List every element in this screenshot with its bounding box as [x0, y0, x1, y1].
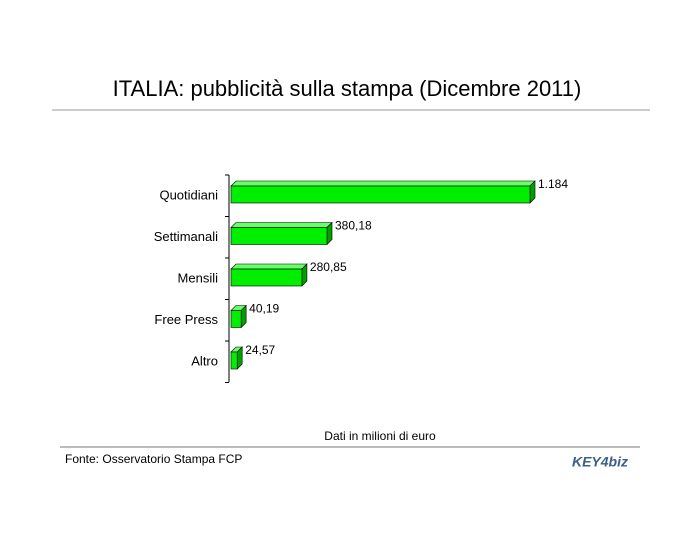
bar [230, 268, 303, 287]
value-label: 1.184 [538, 177, 568, 191]
source: Fonte: Osservatorio Stampa FCP [65, 452, 242, 466]
y-tick-label: Free Press [154, 312, 218, 327]
value-label: 24,57 [245, 343, 275, 357]
bar-top [230, 222, 333, 228]
y-tick-label: Quotidiani [159, 187, 218, 202]
logo: KEY4biz [572, 454, 628, 470]
value-label: 40,19 [249, 302, 279, 316]
y-tick-label: Settimanali [154, 229, 218, 244]
chart-title: ITALIA: pubblicità sulla stampa (Dicembr… [113, 76, 582, 101]
bar [230, 351, 238, 370]
value-label: 380,18 [335, 219, 372, 233]
bar [230, 227, 328, 245]
bar-top [230, 263, 308, 270]
value-label: 280,85 [310, 260, 347, 274]
bar [230, 185, 531, 204]
bar [230, 310, 242, 328]
y-tick-label: Mensili [178, 270, 219, 285]
y-tick-label: Altro [191, 353, 218, 368]
bar-top [230, 180, 536, 187]
note: Dati in milioni di euro [324, 429, 436, 443]
